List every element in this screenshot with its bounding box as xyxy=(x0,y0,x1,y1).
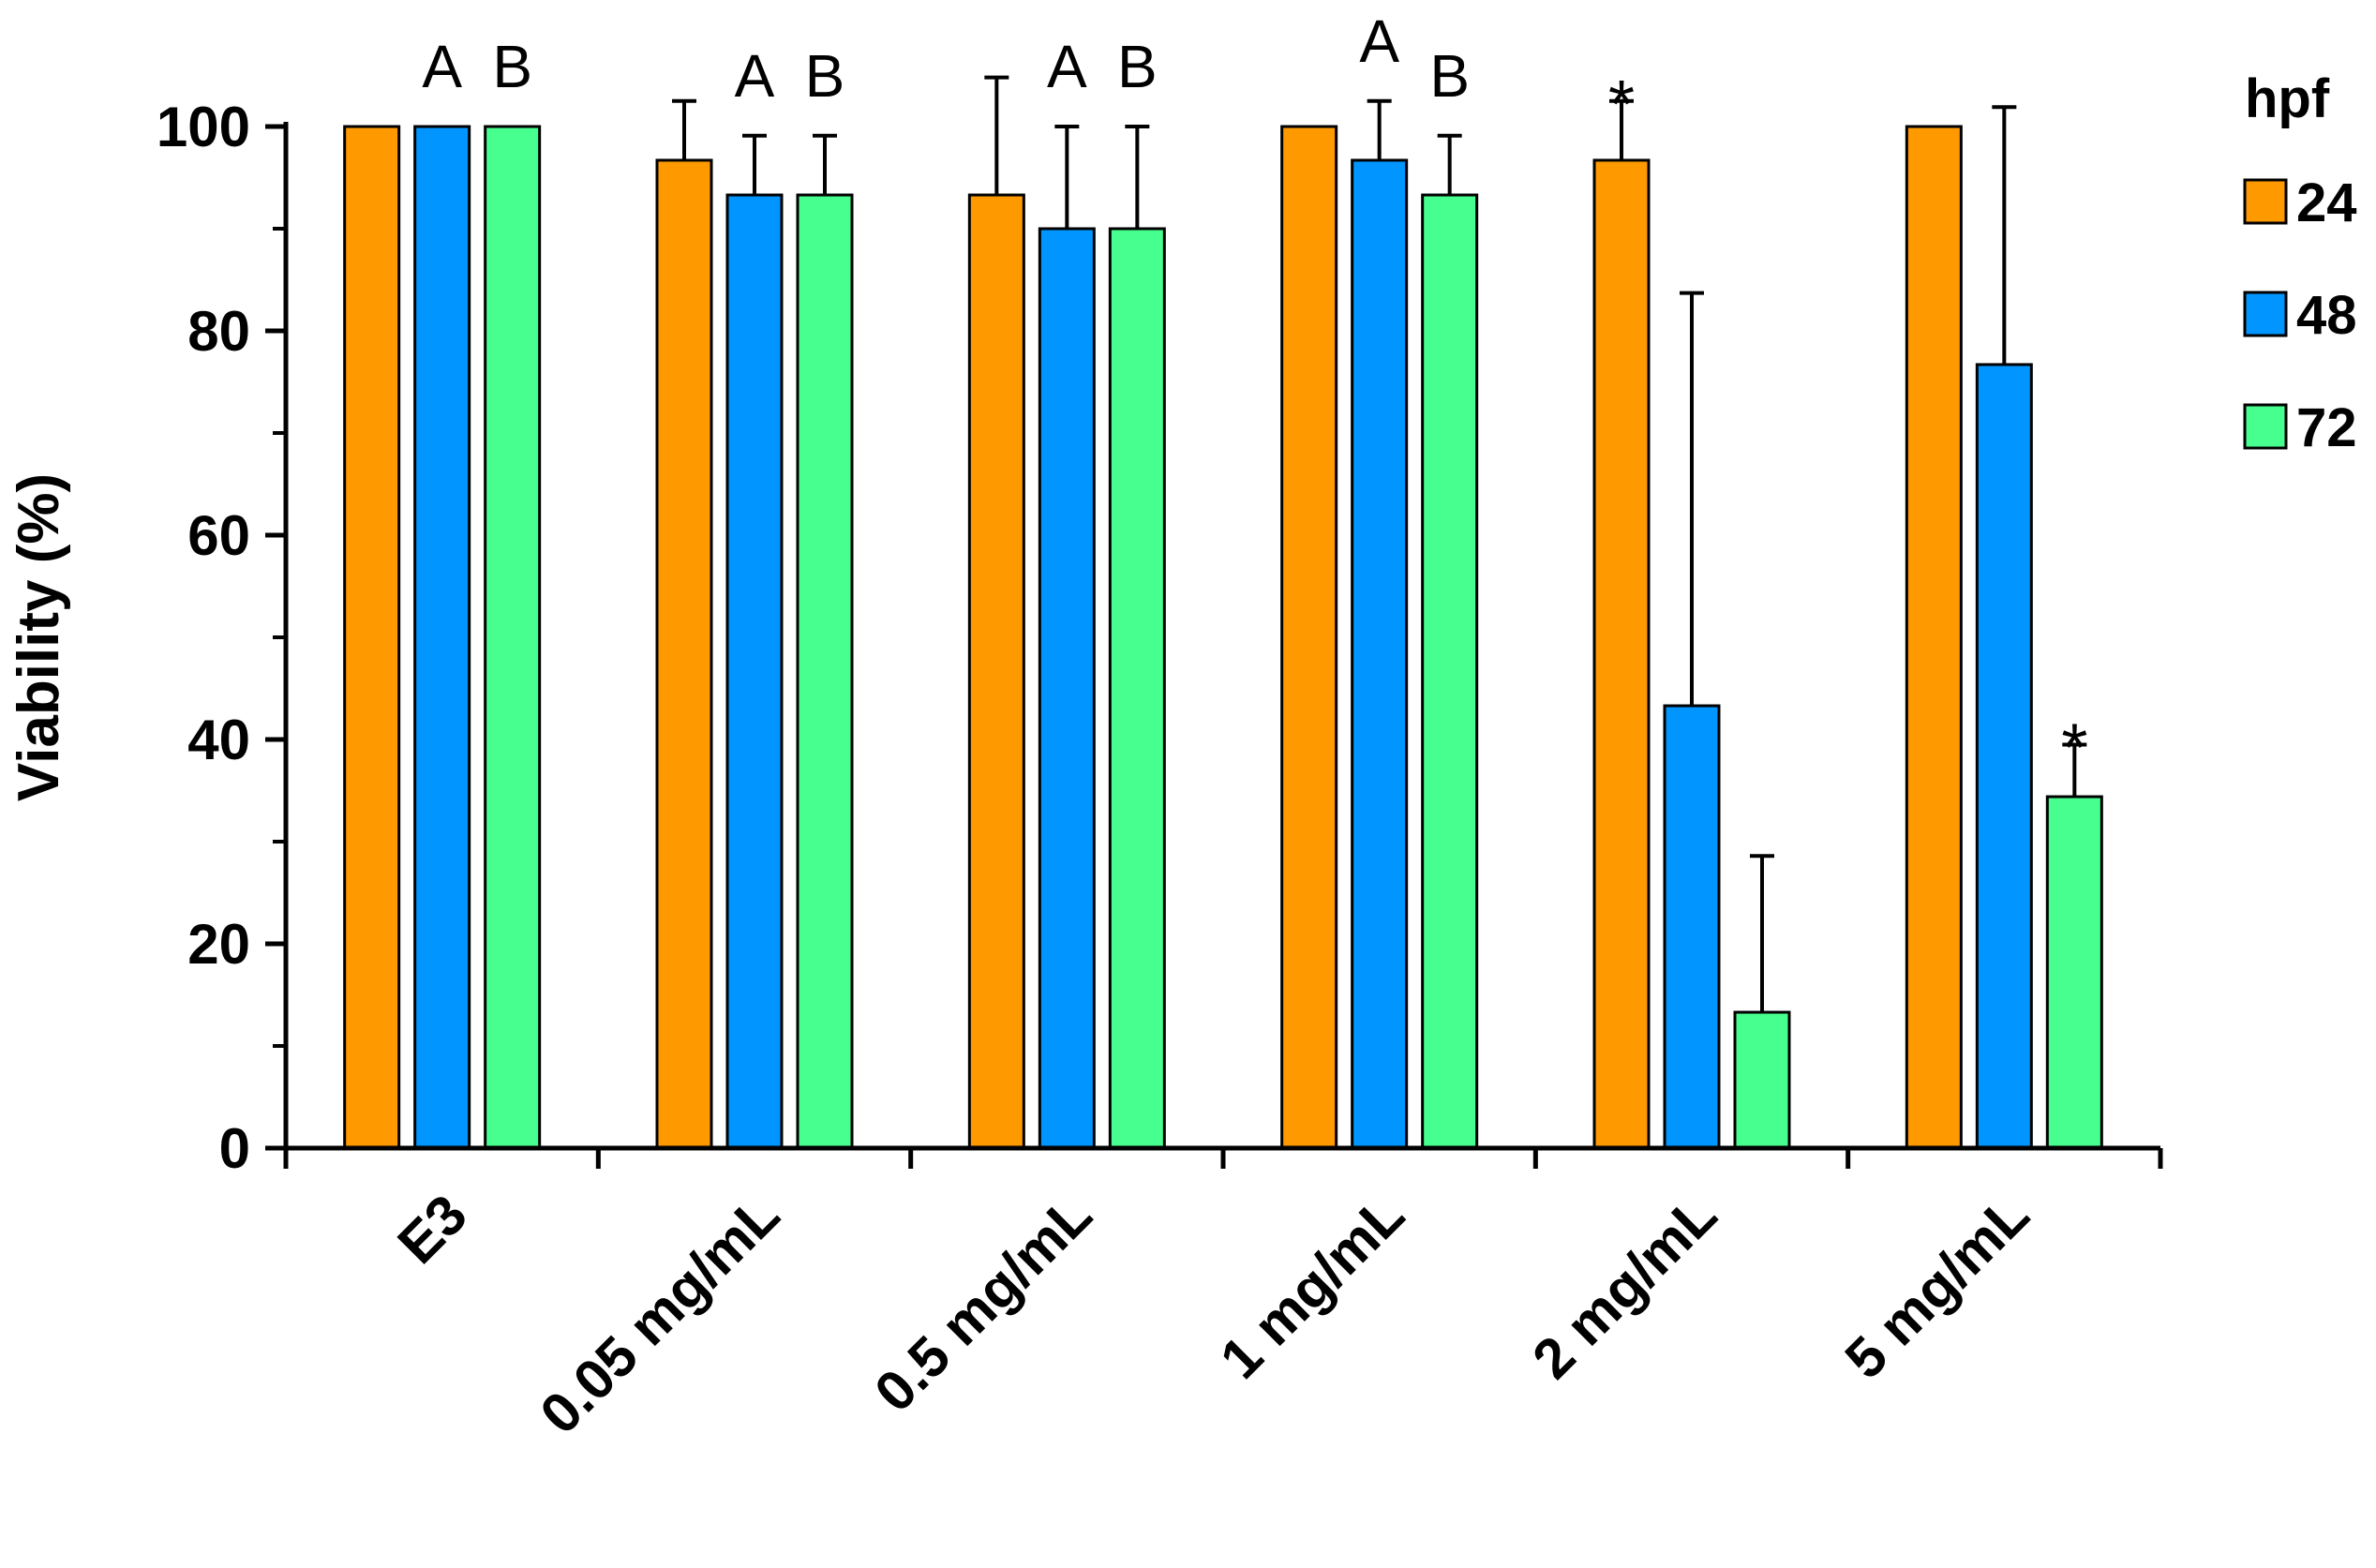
y-tick-label-100: 100 xyxy=(157,96,250,158)
annotation-2: A xyxy=(735,42,775,110)
bar-2-1 xyxy=(796,193,854,1150)
x-category-label-1: 0.05 mg/mL xyxy=(528,1183,791,1446)
legend-label-0: 24 xyxy=(2296,172,2357,233)
legend: hpf 24 48 72 xyxy=(2243,68,2357,458)
bar-2-4 xyxy=(1733,1010,1791,1150)
annotation-4: A xyxy=(1047,33,1087,100)
bar-0-1 xyxy=(655,158,713,1150)
annotation-1: B xyxy=(492,33,532,100)
bar-0-2 xyxy=(967,193,1025,1150)
bar-1-3 xyxy=(1351,158,1409,1150)
bar-0-0 xyxy=(343,125,401,1150)
x-category-label-5: 5 mg/mL xyxy=(1833,1183,2041,1391)
bar-2-0 xyxy=(484,125,542,1150)
legend-swatch-0 xyxy=(2243,178,2288,225)
bar-2-3 xyxy=(1421,193,1479,1150)
bar-1-2 xyxy=(1038,227,1096,1150)
bars-layer xyxy=(343,125,2103,1150)
bar-0-3 xyxy=(1280,125,1338,1150)
bar-0-4 xyxy=(1592,158,1651,1150)
y-tick-label-0: 0 xyxy=(219,1117,250,1180)
x-category-label-0: E3 xyxy=(386,1183,479,1276)
y-tick-label-60: 60 xyxy=(187,504,250,567)
legend-swatch-2 xyxy=(2243,403,2288,450)
legend-label-2: 72 xyxy=(2296,397,2357,458)
annotation-3: B xyxy=(805,42,845,110)
y-tick-label-40: 40 xyxy=(187,709,250,771)
y-tick-label-80: 80 xyxy=(187,300,250,363)
bar-0-5 xyxy=(1905,125,1963,1150)
bar-2-5 xyxy=(2045,795,2103,1150)
annotation-0: A xyxy=(422,33,462,100)
annotation-7: B xyxy=(1429,42,1470,110)
x-category-label-3: 1 mg/mL xyxy=(1208,1183,1416,1391)
legend-title: hpf xyxy=(2245,68,2330,129)
annotation-9: * xyxy=(2061,710,2087,785)
x-category-label-4: 2 mg/mL xyxy=(1520,1183,1728,1391)
annotations-layer: A B A B A B AB ** xyxy=(422,7,2087,786)
bar-1-5 xyxy=(1975,363,2033,1150)
x-category-label-2: 0.5 mg/mL xyxy=(862,1183,1103,1424)
annotation-5: B xyxy=(1117,33,1158,100)
annotation-6: A xyxy=(1359,7,1399,75)
bar-2-2 xyxy=(1108,227,1166,1150)
bar-1-0 xyxy=(413,125,471,1150)
annotation-8: * xyxy=(1608,67,1635,142)
error-bars-layer xyxy=(672,75,2087,1013)
y-tick-label-20: 20 xyxy=(187,913,250,976)
legend-swatch-1 xyxy=(2243,291,2288,337)
y-axis-title: Viability (%) xyxy=(7,473,71,801)
bar-1-1 xyxy=(725,193,784,1150)
bar-1-4 xyxy=(1663,704,1721,1150)
legend-label-1: 48 xyxy=(2296,285,2357,346)
